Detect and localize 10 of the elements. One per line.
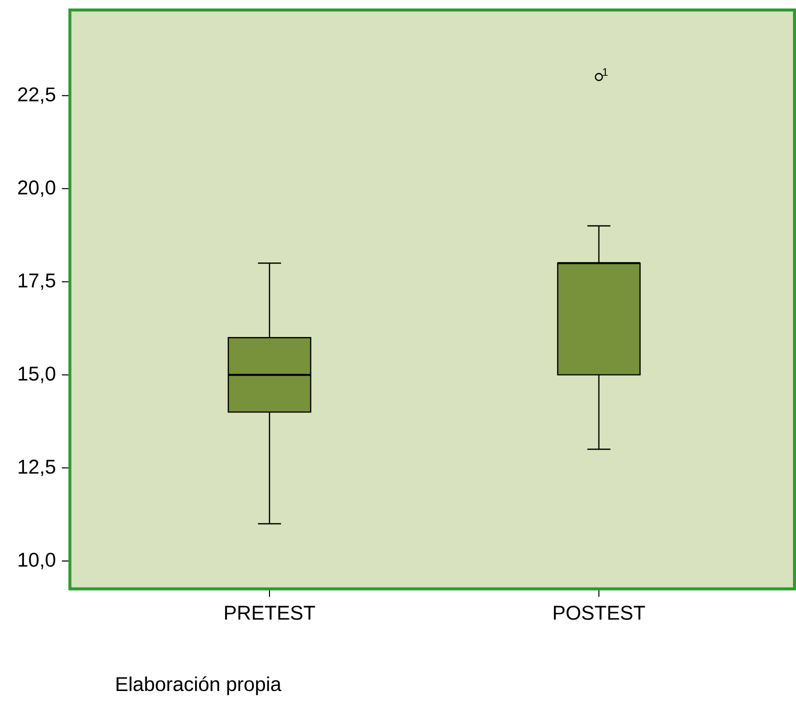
annotation: 1 <box>602 68 608 76</box>
y-tick-label: 15,0 <box>18 366 56 384</box>
y-tick-label: 22,5 <box>18 88 56 104</box>
x-tick-label: POSTEST <box>554 606 646 620</box>
y-tick-label: 10,0 <box>18 552 56 570</box>
y-tick-label: 17,5 <box>18 274 56 290</box>
text: Elaboración propia <box>116 676 282 696</box>
y-tick-label: 12,5 <box>18 460 56 476</box>
x-tick-label: PRETEST <box>225 606 316 620</box>
y-tick-label: 20,0 <box>18 180 56 198</box>
